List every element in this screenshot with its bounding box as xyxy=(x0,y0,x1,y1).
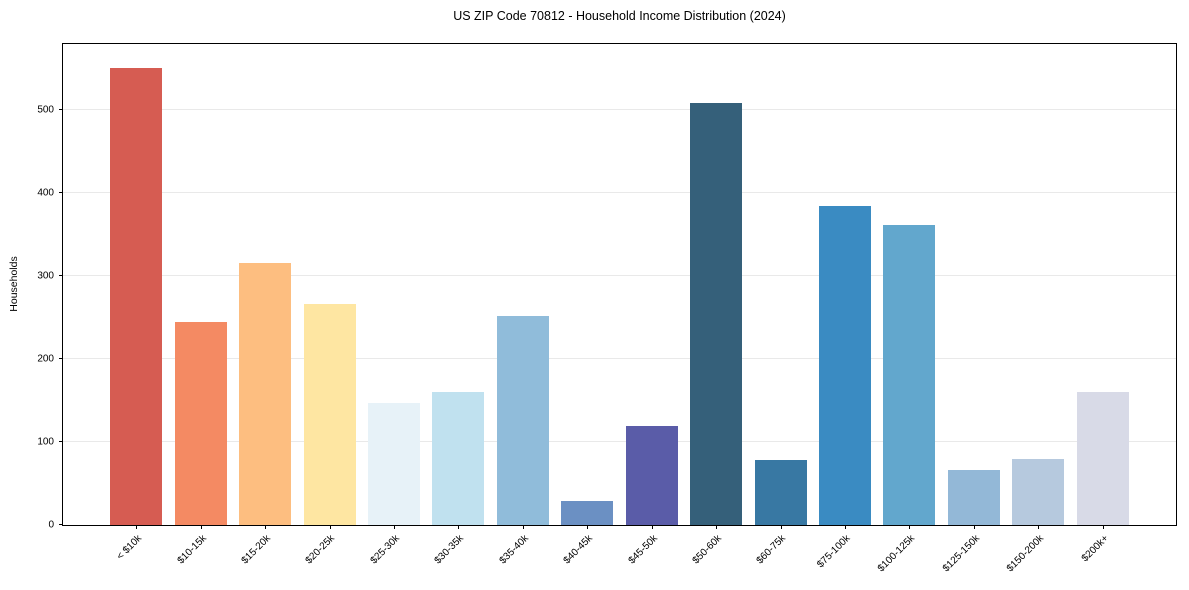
x-tick-mark-30-35k xyxy=(458,525,460,529)
bars-container: < $10k $10-15k $15-20k $20-25k $25-30k $30-35… xyxy=(63,44,1176,574)
bar-100-125k xyxy=(883,224,936,525)
bar-cell-15-20k: $15-20k xyxy=(233,44,297,566)
y-tick-mark-200 xyxy=(59,358,63,360)
chart-title: US ZIP Code 70812 - Household Income Dis… xyxy=(453,9,786,23)
y-tick-mark-0 xyxy=(59,524,63,525)
bar-125-150k xyxy=(947,470,1000,525)
x-tick-label-75-100k: $75-100k xyxy=(815,533,853,571)
bar-25-30k xyxy=(367,403,420,525)
x-tick-label-10k: < $10k xyxy=(114,533,144,563)
bar-cell-150-200k: $150-200k xyxy=(1005,44,1070,574)
plot-area: 0 100 200 300 400 500 < $10k $10-15k $15-20k $20… xyxy=(37,43,1177,574)
y-tick-mark-300 xyxy=(59,275,63,277)
bar-cell-60-75k: $60-75k xyxy=(748,44,812,566)
gridline-300 xyxy=(63,275,1176,277)
x-tick-mark-200k xyxy=(1102,525,1104,529)
x-tick-mark-15-20k xyxy=(265,525,267,529)
bar-45-50k xyxy=(625,426,678,525)
x-tick-mark-35-40k xyxy=(522,525,524,529)
x-tick-mark-25-30k xyxy=(393,525,395,529)
bar-cell-75-100k: $75-100k xyxy=(813,44,877,570)
y-tick-mark-100 xyxy=(59,441,63,443)
y-tick-label-400: 400 xyxy=(37,187,54,199)
bar-30-35k xyxy=(432,392,485,525)
bar-cell-45-50k: $45-50k xyxy=(620,44,684,566)
x-tick-label-40-45k: $40-45k xyxy=(561,533,596,567)
x-tick-mark-45-50k xyxy=(651,525,653,529)
bar-cell-25-30k: $25-30k xyxy=(362,44,426,566)
x-tick-mark-50-60k xyxy=(716,525,718,529)
x-tick-label-100-125k: $100-125k xyxy=(876,533,918,575)
bar-35-40k xyxy=(496,316,549,525)
x-tick-label-35-40k: $35-40k xyxy=(497,533,531,567)
x-tick-label-15-20k: $15-20k xyxy=(239,533,273,567)
bar-10k xyxy=(110,68,163,525)
y-tick-mark-500 xyxy=(59,109,63,111)
bar-15-20k xyxy=(239,262,292,525)
x-tick-label-200k: $200k+ xyxy=(1079,533,1111,565)
x-tick-label-20-25k: $20-25k xyxy=(303,533,338,567)
bar-cell-40-45k: $40-45k xyxy=(555,44,619,566)
x-tick-label-150-200k: $150-200k xyxy=(1004,533,1047,575)
gridline-200 xyxy=(63,358,1176,360)
x-tick-label-45-50k: $45-50k xyxy=(626,533,660,567)
x-tick-mark-125-150k xyxy=(973,525,975,529)
bar-60-75k xyxy=(754,460,807,525)
bar-cell-200k: $200k+ xyxy=(1071,44,1135,564)
gridline-100 xyxy=(63,441,1176,443)
bar-10-15k xyxy=(174,321,227,525)
x-tick-label-25-30k: $25-30k xyxy=(368,533,402,567)
x-tick-mark-75-100k xyxy=(845,525,847,529)
y-tick-label-100: 100 xyxy=(37,436,54,448)
bar-cell-10-15k: $10-15k xyxy=(168,44,232,566)
y-tick-label-200: 200 xyxy=(37,353,54,365)
bar-20-25k xyxy=(303,303,356,525)
x-tick-mark-60-75k xyxy=(780,525,782,529)
y-tick-label-500: 500 xyxy=(37,104,54,116)
bar-cell-125-150k: $125-150k xyxy=(940,44,1006,574)
bar-200k xyxy=(1076,392,1129,525)
bar-cell-35-40k: $35-40k xyxy=(491,44,555,566)
x-tick-mark-100-125k xyxy=(909,525,911,529)
x-tick-mark-20-25k xyxy=(329,525,331,529)
x-tick-mark-10k xyxy=(136,525,138,529)
x-tick-label-30-35k: $30-35k xyxy=(432,533,467,567)
x-tick-mark-150-200k xyxy=(1038,525,1040,529)
y-axis-label: Households xyxy=(8,256,20,312)
x-tick-mark-10-15k xyxy=(200,525,202,529)
gridline-500 xyxy=(63,109,1176,111)
bar-cell-10k: < $10k xyxy=(104,44,168,562)
x-tick-label-60-75k: $60-75k xyxy=(755,533,789,567)
y-tick-label-0: 0 xyxy=(48,519,54,531)
x-tick-label-50-60k: $50-60k xyxy=(690,533,724,567)
bar-40-45k xyxy=(561,500,614,525)
y-tick-label-300: 300 xyxy=(37,270,54,282)
x-tick-label-125-150k: $125-150k xyxy=(940,533,982,575)
bar-cell-30-35k: $30-35k xyxy=(426,44,490,566)
bar-75-100k xyxy=(819,205,872,525)
y-tick-mark-400 xyxy=(59,192,63,194)
x-tick-label-10-15k: $10-15k xyxy=(175,533,209,567)
bar-cell-100-125k: $100-125k xyxy=(876,44,941,574)
bar-50-60k xyxy=(690,102,743,525)
x-tick-mark-40-45k xyxy=(587,525,589,529)
bar-cell-50-60k: $50-60k xyxy=(684,44,748,566)
bar-150-200k xyxy=(1012,458,1065,525)
gridline-400 xyxy=(63,192,1176,194)
bar-cell-20-25k: $20-25k xyxy=(297,44,361,566)
